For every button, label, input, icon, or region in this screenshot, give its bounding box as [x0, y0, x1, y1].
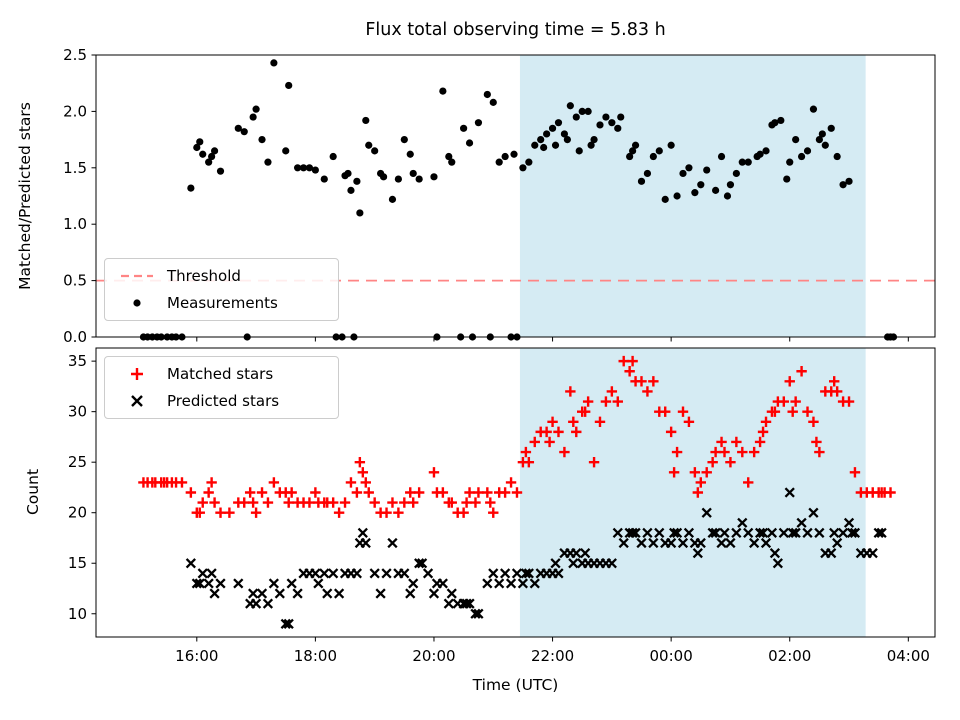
legend-item-matched-stars: Matched stars	[119, 365, 324, 383]
x-tick-label: 22:00	[531, 647, 574, 665]
legend-bottom: Matched stars Predicted stars	[104, 356, 339, 419]
x-tick-label: 20:00	[412, 647, 455, 665]
measurements-dot-swatch	[133, 299, 141, 307]
dot-marker-icon	[133, 299, 141, 307]
legend-item-measurements: Measurements	[119, 294, 324, 312]
y-tick-label: 30	[68, 403, 87, 421]
axes-bottom: 10 15 20 25 30 35 16:00 18:00 20:00 22:00 00:00 02:…	[68, 347, 936, 665]
predicted-stars-swatch	[131, 395, 143, 407]
legend-item-predicted-stars: Predicted stars	[119, 392, 324, 410]
legend-top: Threshold Measurements	[104, 258, 339, 321]
y-tick-label: 2.0	[63, 102, 87, 120]
x-tick-label: 00:00	[650, 647, 693, 665]
x-tick-label: 02:00	[768, 647, 811, 665]
x-tick-label: 18:00	[294, 647, 337, 665]
top-y-axis-label: Matched/Predicted stars	[16, 102, 34, 290]
axes-frame	[95, 54, 936, 338]
y-tick-label: 15	[68, 554, 87, 572]
y-tick-label: 1.5	[63, 159, 87, 177]
x-tick-label: 16:00	[175, 647, 218, 665]
bottom-y-axis-label: Count	[24, 468, 42, 516]
y-tick-label: 20	[68, 504, 87, 522]
y-tick-label: 0.0	[63, 328, 87, 346]
x-axis-label: Time (UTC)	[472, 676, 559, 694]
legend-label-measurements: Measurements	[167, 294, 278, 312]
y-tick-label: 10	[68, 605, 87, 623]
series-predicted-stars	[185, 487, 887, 629]
matched-stars-swatch	[131, 368, 143, 380]
legend-item-threshold: Threshold	[119, 267, 324, 285]
legend-label-threshold: Threshold	[167, 267, 241, 285]
y-tick-label: 25	[68, 453, 87, 471]
chart-title: Flux total observing time = 5.83 h	[365, 20, 666, 40]
series-measurements	[139, 59, 898, 341]
shaded-region	[519, 55, 866, 337]
axes-top: 0.0 0.5 1.0 1.5 2.0 2.5	[63, 46, 936, 346]
x-tick-label: 04:00	[887, 647, 930, 665]
y-tick-label: 2.5	[63, 46, 87, 64]
x-marker-icon	[131, 395, 143, 407]
legend-label-matched-stars: Matched stars	[167, 365, 274, 383]
y-tick-label: 1.0	[63, 215, 87, 233]
y-tick-label: 0.5	[63, 272, 87, 290]
series-matched-stars	[138, 355, 896, 518]
y-tick-label: 35	[68, 352, 87, 370]
threshold-line-swatch	[121, 274, 153, 278]
plus-marker-icon	[131, 368, 143, 380]
axes-frame	[95, 347, 936, 638]
legend-label-predicted-stars: Predicted stars	[167, 392, 280, 410]
